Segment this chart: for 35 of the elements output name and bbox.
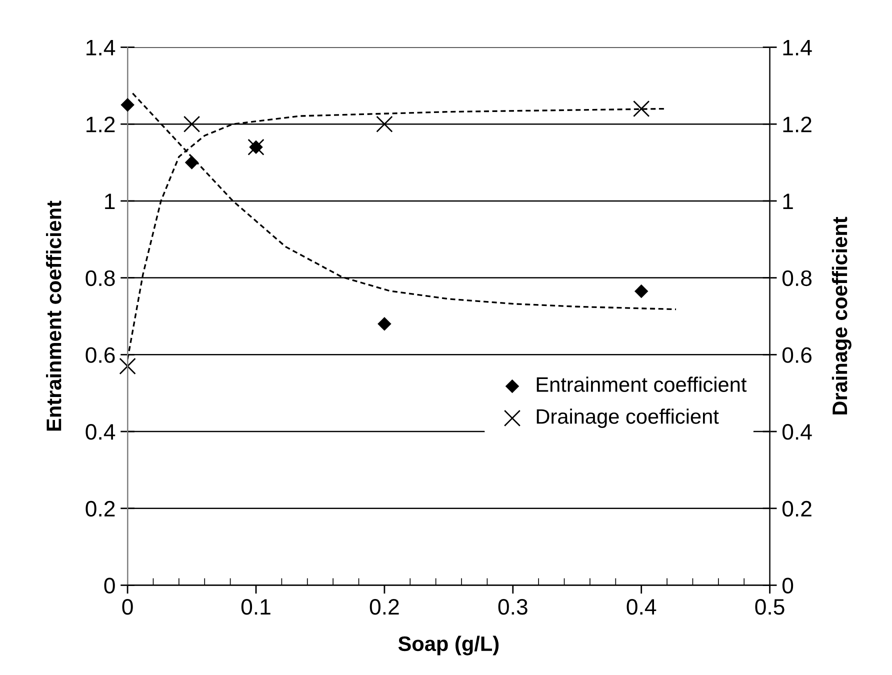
point: [378, 317, 392, 331]
x-tick-label: 0: [122, 599, 133, 615]
y2-tick-label: 0.4: [782, 424, 812, 440]
point: [184, 156, 199, 170]
y-tick-label: 1.4: [86, 40, 116, 56]
y-tick-label: 0: [104, 578, 115, 594]
point: [119, 358, 136, 375]
y-axis-title: Entrainment coefficient: [46, 200, 62, 431]
y2-axis-title: Drainage coefficient: [832, 216, 852, 414]
y-tick-label: 0.4: [86, 424, 116, 440]
point: [376, 116, 393, 132]
point: [120, 98, 134, 112]
x-axis-title: Soap (g/L): [398, 636, 499, 656]
y2-tick-label: 0.8: [782, 270, 812, 286]
point: [634, 284, 648, 298]
x-tick-label: 0.1: [241, 599, 270, 615]
legend-label: Drainage coefficient: [536, 408, 719, 428]
x-tick-label: 0.4: [626, 599, 656, 615]
y-tick-label: 1: [105, 194, 115, 210]
x-tick-label: 0.2: [370, 599, 399, 615]
legend-label: Entrainment coefficient: [536, 376, 747, 392]
y-tick-label: 0.8: [86, 270, 115, 286]
y2-tick-label: 1.2: [783, 116, 812, 132]
y2-tick-label: 0.6: [782, 347, 812, 363]
y2-tick-label: 1: [783, 194, 793, 210]
y2-tick-label: 0: [782, 578, 794, 594]
y2-tick-label: 1.4: [783, 40, 812, 56]
x-tick-label: 0.3: [498, 599, 528, 615]
point: [183, 116, 200, 132]
y-tick-label: 0.6: [86, 347, 115, 363]
y2-tick-label: 0.2: [782, 500, 812, 517]
y-tick-label: 1.2: [86, 116, 115, 132]
point: [633, 100, 650, 118]
y-tick-label: 0.2: [86, 500, 115, 517]
x-tick-label: 0.5: [755, 599, 784, 615]
